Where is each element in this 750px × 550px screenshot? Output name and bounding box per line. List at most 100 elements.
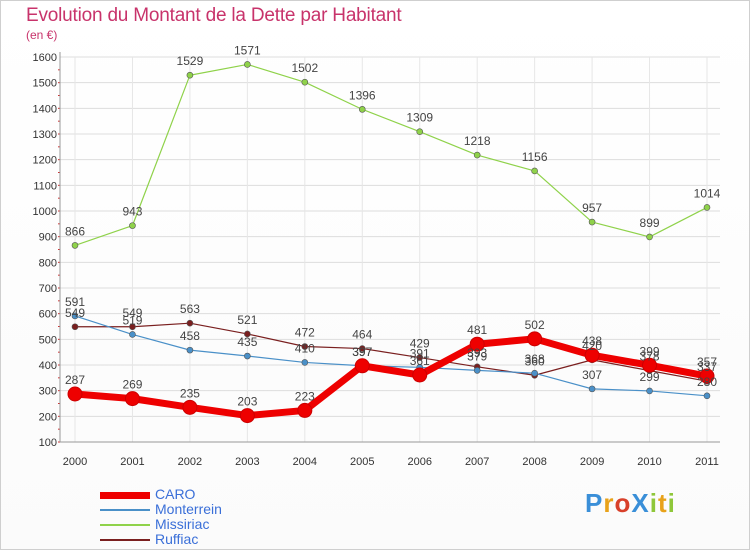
data-label-missiriac: 943 bbox=[122, 205, 142, 219]
data-point-monterrein bbox=[71, 312, 79, 320]
data-label-caro: 269 bbox=[122, 378, 142, 392]
data-point-ruffiac bbox=[358, 345, 366, 352]
chart-subtitle: (en €) bbox=[26, 28, 58, 42]
data-label-ruffiac: 337 bbox=[697, 360, 717, 374]
data-point-missiriac bbox=[186, 71, 194, 79]
data-point-caro bbox=[182, 399, 198, 415]
data-point-caro bbox=[412, 367, 428, 383]
legend-label: Ruffiac bbox=[155, 531, 199, 547]
data-label-caro: 223 bbox=[295, 389, 315, 403]
data-label-ruffiac: 429 bbox=[410, 337, 430, 351]
data-point-monterrein bbox=[129, 331, 136, 338]
data-point-caro bbox=[67, 386, 83, 402]
data-point-missiriac bbox=[71, 242, 79, 249]
legend-label: Monterrein bbox=[155, 501, 222, 517]
data-label-missiriac: 957 bbox=[582, 201, 602, 215]
data-label-missiriac: 1014 bbox=[694, 186, 721, 200]
data-point-missiriac bbox=[301, 78, 309, 86]
data-point-monterrein bbox=[531, 369, 538, 377]
data-label-ruffiac: 549 bbox=[65, 306, 85, 320]
data-point-missiriac bbox=[588, 218, 596, 226]
data-label-missiriac: 1396 bbox=[349, 88, 376, 102]
x-tick-label: 2004 bbox=[293, 456, 317, 468]
y-tick-label: 1200 bbox=[33, 155, 57, 167]
data-point-monterrein bbox=[703, 392, 711, 400]
data-label-missiriac: 866 bbox=[65, 224, 85, 238]
y-tick-label: 500 bbox=[39, 334, 57, 346]
legend-swatch bbox=[100, 524, 150, 526]
data-label-caro: 502 bbox=[525, 318, 545, 332]
data-point-caro bbox=[297, 402, 313, 418]
data-point-monterrein bbox=[301, 359, 309, 366]
data-label-caro: 357 bbox=[697, 355, 717, 369]
series-line-caro bbox=[71, 335, 711, 420]
series-line-ruffiac bbox=[74, 322, 708, 382]
data-label-ruffiac: 563 bbox=[180, 302, 200, 316]
data-label-ruffiac: 393 bbox=[467, 346, 487, 360]
y-tick-label: 1300 bbox=[33, 129, 57, 141]
data-point-caro bbox=[527, 331, 543, 347]
data-point-monterrein bbox=[244, 352, 251, 360]
data-point-missiriac bbox=[416, 128, 424, 135]
data-point-ruffiac bbox=[129, 323, 136, 331]
data-point-monterrein bbox=[473, 367, 481, 374]
data-label-missiriac: 1218 bbox=[464, 134, 491, 148]
y-tick-label: 200 bbox=[39, 411, 57, 423]
data-label-missiriac: 1529 bbox=[177, 54, 204, 68]
data-label-ruffiac: 420 bbox=[582, 339, 602, 353]
x-tick-label: 2006 bbox=[407, 456, 431, 468]
series-line-missiriac bbox=[74, 63, 708, 246]
proxiti-logo: ProXiti bbox=[585, 488, 676, 518]
data-label-missiriac: 1309 bbox=[406, 111, 433, 125]
y-tick-label: 400 bbox=[39, 360, 57, 372]
y-tick-label: 300 bbox=[39, 386, 57, 398]
data-label-caro: 287 bbox=[65, 373, 85, 387]
data-point-missiriac bbox=[244, 61, 251, 68]
data-label-ruffiac: 549 bbox=[122, 306, 142, 320]
legend-swatch bbox=[100, 539, 150, 541]
x-tick-label: 2002 bbox=[178, 456, 202, 468]
data-label-ruffiac: 472 bbox=[295, 326, 315, 340]
data-point-missiriac bbox=[358, 106, 366, 113]
x-tick-label: 2000 bbox=[63, 456, 87, 468]
data-point-caro bbox=[239, 408, 255, 424]
data-label-monterrein: 397 bbox=[352, 345, 372, 359]
x-tick-label: 2011 bbox=[695, 456, 719, 468]
data-point-ruffiac bbox=[71, 323, 79, 331]
data-point-missiriac bbox=[129, 222, 136, 229]
data-label-monterrein: 368 bbox=[525, 352, 545, 366]
y-tick-label: 700 bbox=[39, 283, 57, 295]
data-label-missiriac: 1502 bbox=[291, 61, 318, 75]
data-point-monterrein bbox=[186, 346, 194, 354]
y-tick-label: 1100 bbox=[33, 180, 57, 192]
data-point-monterrein bbox=[588, 385, 596, 393]
data-point-ruffiac bbox=[301, 343, 309, 350]
x-tick-label: 2003 bbox=[235, 456, 259, 468]
data-label-caro: 203 bbox=[237, 395, 257, 409]
data-label-ruffiac: 464 bbox=[352, 328, 372, 342]
y-tick-label: 800 bbox=[39, 257, 57, 269]
data-label-monterrein: 391 bbox=[410, 346, 430, 360]
data-point-ruffiac bbox=[186, 319, 194, 327]
legend-label: CARO bbox=[155, 486, 196, 502]
data-label-monterrein: 410 bbox=[295, 341, 315, 355]
data-label-monterrein: 591 bbox=[65, 295, 85, 309]
data-label-caro: 235 bbox=[180, 386, 200, 400]
data-point-monterrein bbox=[646, 387, 653, 395]
data-point-caro bbox=[354, 358, 370, 374]
legend-swatch bbox=[100, 509, 150, 511]
data-point-missiriac bbox=[531, 167, 538, 175]
y-tick-label: 900 bbox=[39, 232, 57, 244]
x-tick-label: 2009 bbox=[580, 456, 604, 468]
data-point-ruffiac bbox=[244, 330, 251, 338]
data-point-missiriac bbox=[646, 233, 653, 241]
data-point-caro bbox=[642, 357, 658, 373]
data-point-caro bbox=[469, 336, 485, 352]
data-label-ruffiac: 360 bbox=[525, 354, 545, 368]
x-tick-label: 2008 bbox=[522, 456, 546, 468]
data-label-ruffiac: 378 bbox=[640, 350, 660, 364]
data-point-caro bbox=[699, 368, 715, 384]
data-label-missiriac: 899 bbox=[640, 216, 660, 230]
